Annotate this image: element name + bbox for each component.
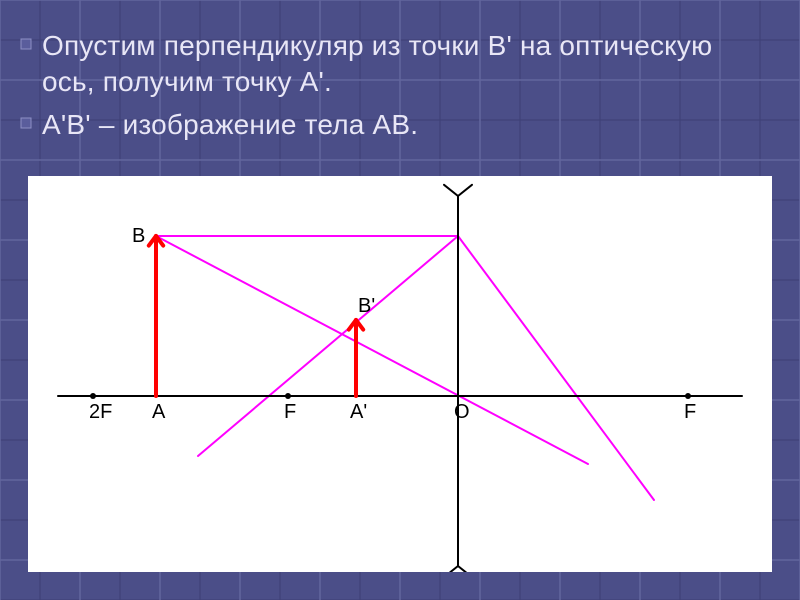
bullet-list: Опустим перпендикуляр из точки B' на опт… — [20, 28, 760, 149]
svg-text:A: A — [152, 401, 166, 423]
bullet-text: Опустим перпендикуляр из точки B' на опт… — [42, 28, 760, 101]
bullet-square-icon — [20, 38, 32, 50]
svg-text:2F: 2F — [89, 401, 112, 423]
bullet-text: A'B' – изображение тела AB. — [42, 107, 418, 143]
svg-text:F: F — [284, 401, 296, 423]
svg-text:O: O — [454, 401, 470, 423]
svg-text:F: F — [684, 401, 696, 423]
svg-text:B: B — [132, 225, 145, 247]
bullet-square-icon — [20, 117, 32, 129]
bullet-item: Опустим перпендикуляр из точки B' на опт… — [20, 28, 760, 101]
bullet-item: A'B' – изображение тела AB. — [20, 107, 760, 143]
svg-text:A': A' — [350, 401, 367, 423]
svg-text:B': B' — [358, 295, 375, 317]
optics-figure: 2F A F A' O F B B' — [28, 176, 772, 572]
optics-svg: 2F A F A' O F B B' — [28, 176, 772, 572]
